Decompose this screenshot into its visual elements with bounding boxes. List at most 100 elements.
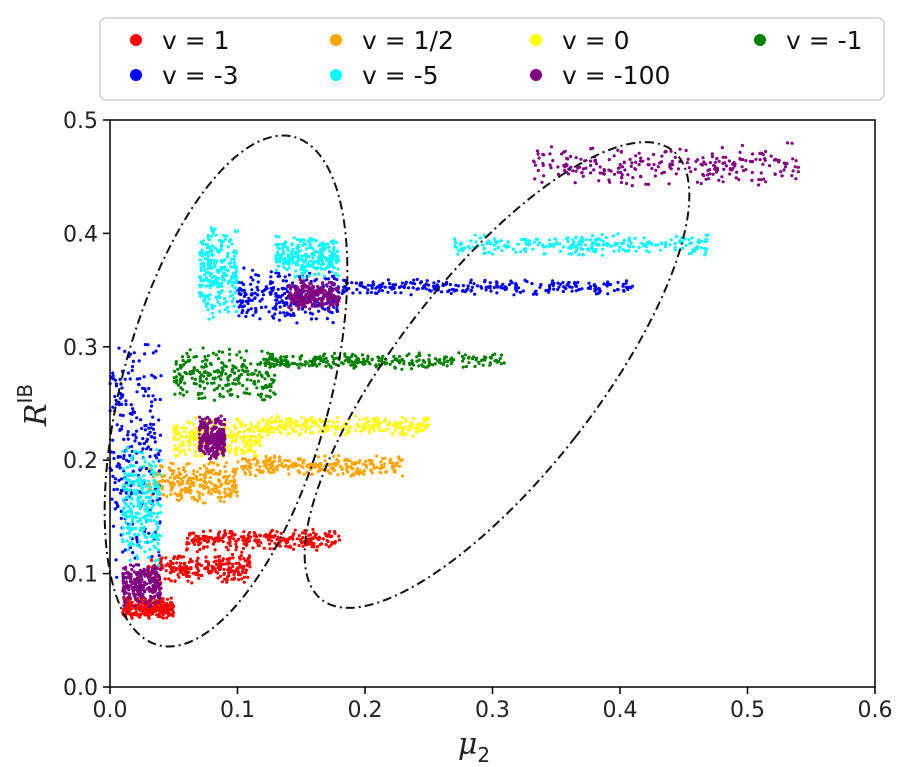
data-point <box>206 308 210 312</box>
data-point <box>206 567 210 571</box>
data-point <box>197 576 201 580</box>
data-point <box>559 282 563 286</box>
data-point <box>198 285 202 289</box>
data-point <box>217 370 221 374</box>
data-point <box>478 236 482 240</box>
data-point <box>157 553 161 558</box>
data-point <box>215 386 219 390</box>
data-point <box>329 365 333 370</box>
data-point <box>135 416 139 420</box>
data-point <box>149 464 153 468</box>
data-point <box>324 543 328 547</box>
data-point <box>417 426 421 430</box>
data-point <box>249 378 253 382</box>
data-point <box>208 529 212 533</box>
data-point <box>397 425 401 429</box>
data-point <box>427 360 431 364</box>
data-point <box>286 253 290 257</box>
data-point <box>408 362 412 367</box>
data-point <box>380 289 384 293</box>
data-point <box>218 499 222 503</box>
data-point <box>317 430 321 434</box>
data-point <box>393 429 397 433</box>
data-point <box>125 449 129 453</box>
data-point <box>381 354 385 358</box>
data-point <box>153 559 157 563</box>
data-point <box>291 547 296 551</box>
data-point <box>217 566 221 570</box>
data-point <box>135 613 139 617</box>
data-point <box>232 371 237 375</box>
data-point <box>206 469 210 473</box>
data-point <box>152 595 156 599</box>
data-point <box>201 546 206 550</box>
data-point <box>267 418 271 422</box>
data-point <box>229 493 233 497</box>
data-point <box>204 466 209 470</box>
data-point <box>153 436 157 440</box>
data-point <box>143 460 147 464</box>
data-point <box>155 496 159 500</box>
data-point <box>394 425 398 429</box>
data-point <box>402 362 406 366</box>
data-point <box>169 488 173 492</box>
data-point <box>292 299 296 303</box>
data-point <box>466 245 471 249</box>
data-point <box>609 244 613 248</box>
data-point <box>197 391 201 395</box>
data-point <box>245 440 249 444</box>
points-layer <box>108 141 801 620</box>
data-point <box>312 238 316 242</box>
data-point <box>200 439 204 443</box>
data-point <box>135 390 139 394</box>
data-point <box>277 455 281 459</box>
data-point <box>304 426 308 431</box>
data-point <box>207 489 211 493</box>
data-point <box>198 547 202 552</box>
data-point <box>273 392 277 396</box>
data-point <box>147 462 151 466</box>
data-point <box>302 279 306 283</box>
data-point <box>611 234 616 238</box>
data-point <box>255 460 260 465</box>
data-point <box>160 556 164 560</box>
data-point <box>131 551 135 555</box>
data-point <box>196 556 200 560</box>
data-point <box>318 417 322 421</box>
data-point <box>223 258 227 262</box>
data-point <box>139 585 143 589</box>
data-point <box>285 417 289 421</box>
data-point <box>164 556 168 560</box>
data-point <box>453 237 457 241</box>
data-point <box>118 466 122 470</box>
data-point <box>362 469 366 473</box>
data-point <box>349 474 353 478</box>
data-point <box>256 428 260 432</box>
data-point <box>424 423 428 428</box>
data-point <box>527 243 531 247</box>
data-point <box>654 243 658 247</box>
data-point <box>522 237 526 242</box>
data-point <box>154 349 158 353</box>
data-point <box>511 247 515 251</box>
data-point <box>150 470 154 475</box>
data-point <box>288 259 292 263</box>
data-point <box>130 365 135 369</box>
data-point <box>148 430 152 434</box>
data-point <box>262 289 266 293</box>
data-point <box>355 287 359 292</box>
data-point <box>210 234 214 238</box>
data-point <box>668 243 672 247</box>
data-point <box>276 295 280 299</box>
data-point <box>495 283 499 287</box>
data-point <box>303 528 307 533</box>
data-point <box>220 361 224 365</box>
data-point <box>500 249 504 253</box>
data-point <box>314 532 318 537</box>
data-point <box>312 545 316 549</box>
data-point <box>544 245 548 249</box>
data-point <box>606 292 610 296</box>
data-point <box>238 421 243 425</box>
data-point <box>291 284 295 288</box>
data-point <box>206 266 210 271</box>
